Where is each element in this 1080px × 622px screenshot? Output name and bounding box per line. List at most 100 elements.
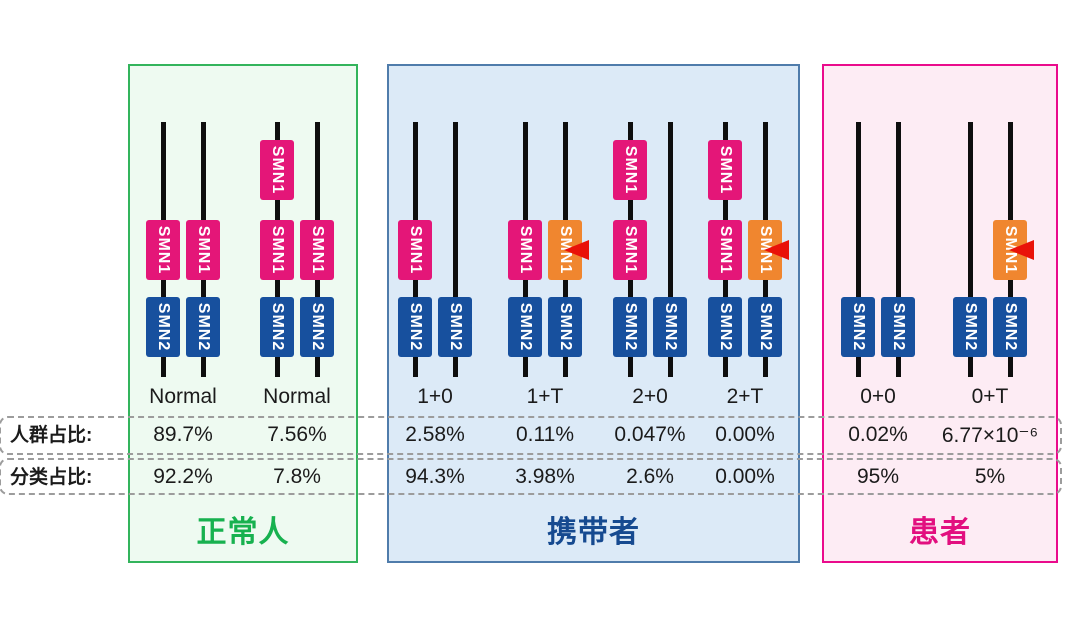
smn1-gene-label: SMN1 [195, 225, 212, 275]
genotype-label: 1+T [526, 385, 564, 408]
smn2-gene-label: SMN2 [195, 302, 212, 352]
smn1-gene-label: SMN1 [309, 225, 326, 275]
genotype-label: Normal [149, 385, 217, 408]
smn1-gene-box: SMN1 [260, 140, 294, 200]
chromosome-line [967, 122, 973, 377]
population-share-value: 0.00% [715, 423, 775, 446]
category-share-value: 94.3% [405, 465, 465, 488]
smn1-gene-box: SMN1 [708, 140, 742, 200]
smn2-gene-label: SMN2 [1002, 302, 1019, 352]
smn2-gene-box: SMN2 [653, 297, 687, 357]
genotype-label: Normal [263, 385, 331, 408]
smn2-gene-box: SMN2 [953, 297, 987, 357]
population-share-row [0, 416, 1062, 455]
category-share-value: 0.00% [715, 465, 775, 488]
smn1-gene-box: SMN1 [613, 220, 647, 280]
chromosome: SMN1 SMN1 SMN2 [260, 122, 294, 377]
chromosome-line [895, 122, 901, 377]
smn2-gene-box: SMN2 [508, 297, 542, 357]
chromosome: SMN2 [841, 122, 875, 377]
chromosome: SMN1 SMN2 [146, 122, 180, 377]
smn1-gene-box: SMN1 [613, 140, 647, 200]
population-share-value: 0.047% [614, 423, 686, 446]
population-share-value: 0.11% [516, 423, 574, 446]
mutation-arrow-icon [564, 240, 589, 260]
category-share-value: 95% [856, 465, 900, 488]
chromosome: SMN1 SMN2 [186, 122, 220, 377]
smn1-gene-label: SMN1 [269, 145, 286, 195]
smn2-gene-label: SMN2 [557, 302, 574, 352]
category-share-row-label: 分类占比: [10, 467, 93, 488]
chromosome: SMN1 SMN1 SMN2 [613, 122, 647, 377]
smn2-gene-label: SMN2 [962, 302, 979, 352]
category-share-value: 5% [974, 465, 1006, 488]
smn1-hybrid-gene-box: SMN1 [993, 220, 1034, 280]
mutation-arrow-icon [1009, 240, 1034, 260]
smn1-hybrid-gene-box: SMN1 [548, 220, 589, 280]
smn1-gene-box: SMN1 [300, 220, 334, 280]
smn2-gene-label: SMN2 [757, 302, 774, 352]
smn2-gene-box: SMN2 [748, 297, 782, 357]
smn2-gene-box: SMN2 [146, 297, 180, 357]
category-share-value: 2.6% [626, 465, 674, 488]
smn1-hybrid-gene-box: SMN1 [748, 220, 789, 280]
panel-patient-title: 患者 [909, 516, 971, 549]
smn2-gene-box: SMN2 [881, 297, 915, 357]
smn2-gene-label: SMN2 [309, 302, 326, 352]
genotype-label: 2+T [726, 385, 764, 408]
smn1-gene-box: SMN1 [260, 220, 294, 280]
category-share-row [0, 458, 1062, 495]
smn2-gene-box: SMN2 [708, 297, 742, 357]
smn1-gene-label: SMN1 [717, 145, 734, 195]
smn2-gene-box: SMN2 [841, 297, 875, 357]
smn1-gene-label: SMN1 [622, 145, 639, 195]
smn2-gene-label: SMN2 [407, 302, 424, 352]
category-share-value: 7.8% [273, 465, 321, 488]
mutation-arrow-icon [764, 240, 789, 260]
smn1-gene-box: SMN1 [186, 220, 220, 280]
population-share-value: 0.02% [848, 423, 908, 446]
smn2-gene-label: SMN2 [447, 302, 464, 352]
population-share-value: 89.7% [153, 423, 213, 446]
chromosome: SMN1 SMN2 [300, 122, 334, 377]
smn2-gene-box: SMN2 [613, 297, 647, 357]
smn2-gene-box: SMN2 [186, 297, 220, 357]
genotype-label: 1+0 [417, 385, 453, 408]
chromosome: SMN2 [653, 122, 687, 377]
smn1-gene-label: SMN1 [622, 225, 639, 275]
smn2-gene-label: SMN2 [155, 302, 172, 352]
smn2-gene-label: SMN2 [850, 302, 867, 352]
chromosome: SMN1 SMN2 [508, 122, 542, 377]
chromosome-line [667, 122, 673, 377]
chromosome: SMN2 [881, 122, 915, 377]
panel-normal-title: 正常人 [196, 516, 290, 549]
chromosome: SMN2 [953, 122, 987, 377]
smn2-gene-box: SMN2 [438, 297, 472, 357]
chromosome: SMN1 SMN2 [993, 122, 1034, 377]
smn2-gene-box: SMN2 [398, 297, 432, 357]
chromosome-line [855, 122, 861, 377]
smn2-gene-box: SMN2 [993, 297, 1027, 357]
smn1-gene-label: SMN1 [155, 225, 172, 275]
smn2-gene-label: SMN2 [662, 302, 679, 352]
smn2-gene-label: SMN2 [890, 302, 907, 352]
chromosome: SMN1 SMN2 [748, 122, 789, 377]
smn1-gene-box: SMN1 [508, 220, 542, 280]
population-share-value: 2.58% [405, 423, 465, 446]
chromosome: SMN1 SMN2 [548, 122, 589, 377]
chromosome: SMN2 [438, 122, 472, 377]
smn1-gene-box: SMN1 [398, 220, 432, 280]
smn2-gene-box: SMN2 [548, 297, 582, 357]
category-share-value: 3.98% [515, 465, 575, 488]
smn2-gene-label: SMN2 [622, 302, 639, 352]
genotype-label: 0+T [971, 385, 1009, 408]
smn1-gene-label: SMN1 [407, 225, 424, 275]
smn2-gene-label: SMN2 [717, 302, 734, 352]
genotype-label: 2+0 [632, 385, 668, 408]
chromosome-line [452, 122, 458, 377]
chromosome: SMN1 SMN1 SMN2 [708, 122, 742, 377]
population-share-value: 7.56% [267, 423, 327, 446]
smn1-gene-label: SMN1 [269, 225, 286, 275]
genotype-label: 0+0 [860, 385, 896, 408]
